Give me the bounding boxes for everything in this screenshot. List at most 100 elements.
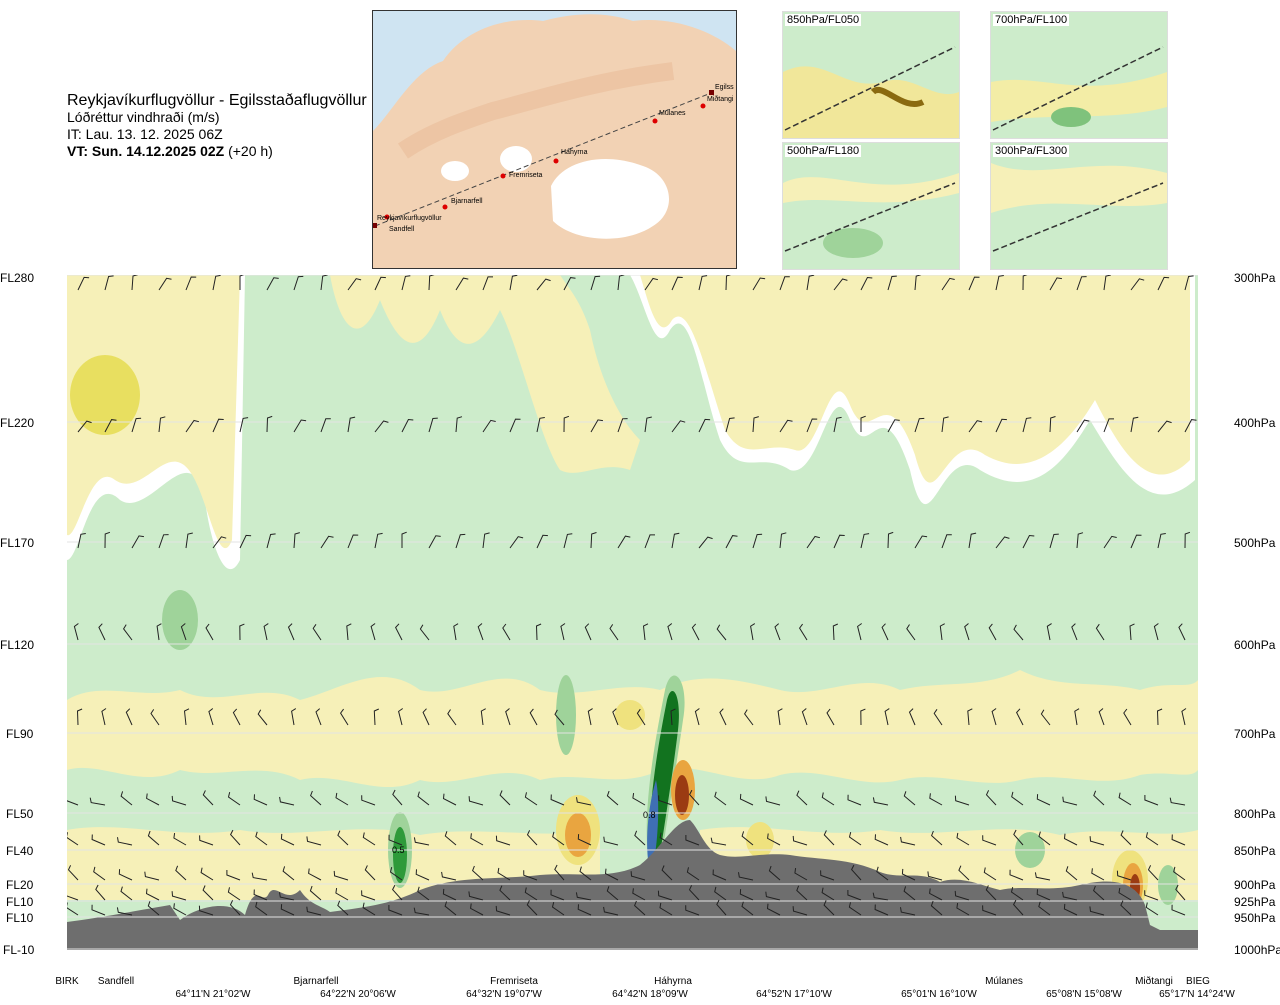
wind-barb xyxy=(698,536,713,549)
wind-barb xyxy=(293,275,304,291)
upper-right-yellow xyxy=(640,275,1190,483)
wind-barb xyxy=(767,833,781,846)
wind-barb xyxy=(198,905,214,916)
wind-barb xyxy=(927,871,943,881)
wind-barb xyxy=(575,892,592,901)
wind-barb xyxy=(941,534,952,549)
wind-barb xyxy=(147,901,160,916)
wind-barb xyxy=(77,533,86,549)
wind-barb xyxy=(255,901,268,916)
wind-barb xyxy=(442,793,457,806)
wind-barb xyxy=(823,830,835,846)
wind-barb xyxy=(227,791,241,806)
wind-barb xyxy=(792,906,808,916)
wind-barb xyxy=(884,708,890,726)
wind-barb xyxy=(1022,417,1032,433)
wind-barb xyxy=(765,796,781,806)
wind-barb xyxy=(847,890,862,901)
wind-barb xyxy=(1022,534,1035,549)
wind-barb xyxy=(929,888,943,901)
wind-barb xyxy=(658,795,673,806)
coordinate-label: 64°22'N 20°06'W xyxy=(320,989,396,1000)
wind-barb xyxy=(872,797,889,806)
wind-barb xyxy=(370,623,376,641)
map-label-bjarnarfell: Bjarnarfell xyxy=(451,198,483,205)
wind-barb xyxy=(634,830,646,846)
wind-barb xyxy=(337,900,349,916)
wind-barb xyxy=(401,418,414,433)
wind-barb xyxy=(417,791,430,806)
wind-barb xyxy=(826,708,835,726)
wind-barb xyxy=(860,708,866,726)
wind-barb xyxy=(1157,420,1172,433)
downdraft-core-west xyxy=(393,827,407,883)
wind-barb xyxy=(266,277,279,291)
wind-barb xyxy=(180,623,187,641)
wind-barb xyxy=(77,420,92,433)
wind-barb xyxy=(768,865,781,881)
wind-barb xyxy=(422,708,430,726)
wind-barb xyxy=(308,868,322,881)
wind-barb xyxy=(364,865,376,881)
wind-barb xyxy=(526,900,538,916)
map-label-sandfell: Sandfell xyxy=(389,226,415,233)
birk-marker xyxy=(373,223,377,228)
wind-barb xyxy=(1178,623,1186,641)
wind-barb xyxy=(579,866,592,881)
wind-barb xyxy=(590,419,603,433)
terrain-shading xyxy=(398,62,675,159)
wind-barb xyxy=(282,866,295,881)
wind-barb xyxy=(229,829,241,846)
wind-barb xyxy=(1103,418,1114,433)
wind-barb xyxy=(617,275,625,291)
wind-barb xyxy=(779,276,790,291)
wind-barb xyxy=(887,419,900,433)
coordinate-axis: 64°11'N 21°02'W 64°22'N 20°06'W 64°32'N … xyxy=(175,989,1235,1000)
wind-barb xyxy=(1157,276,1170,291)
wind-barb xyxy=(606,790,619,806)
wind-barb xyxy=(1012,899,1024,916)
wind-barb xyxy=(101,708,107,726)
wind-barb xyxy=(876,866,889,881)
wind-barb xyxy=(239,275,245,290)
wind-barb xyxy=(199,835,214,846)
wind-barb xyxy=(560,623,566,641)
wind-barb xyxy=(455,416,463,433)
wind-barb xyxy=(131,275,138,291)
coordinate-label: 65°01'N 16°10'W xyxy=(901,989,977,1000)
route-point xyxy=(500,173,506,179)
wind-barb xyxy=(212,418,224,433)
wind-barb xyxy=(251,872,268,881)
wind-barb xyxy=(671,532,680,549)
hpa-label: 900hPa xyxy=(1234,878,1276,892)
coordinate-label: 64°52'N 17°10'W xyxy=(756,989,832,1000)
wind-barb xyxy=(887,531,894,549)
mini-map-500: 500hPa/FL180 xyxy=(782,142,960,270)
wind-barb xyxy=(263,623,269,641)
wind-barb xyxy=(156,623,162,641)
wind-barb xyxy=(468,891,484,901)
wind-barb xyxy=(347,534,359,549)
wind-barb xyxy=(257,709,268,726)
wind-barb xyxy=(279,892,295,901)
wind-barb xyxy=(881,623,889,641)
wind-barb xyxy=(685,835,700,846)
wind-barb xyxy=(584,623,592,641)
wind-barb xyxy=(823,900,835,916)
wind-barb xyxy=(1145,902,1159,916)
wind-barb xyxy=(741,901,754,916)
wind-barb xyxy=(777,708,783,726)
wind-barb xyxy=(1046,623,1052,641)
wind-barb xyxy=(995,418,1007,433)
fl-label: FL50 xyxy=(6,807,34,821)
wind-barb xyxy=(604,868,619,881)
wind-barb xyxy=(312,624,322,641)
wind-barb xyxy=(145,888,160,901)
wind-barb xyxy=(941,277,955,291)
location-label: Fremriseta xyxy=(490,976,538,987)
wind-barb xyxy=(860,415,866,432)
mini-map-500-label: 500hPa/FL180 xyxy=(785,145,862,157)
wind-barb xyxy=(587,708,593,726)
right-axis: 300hPa 400hPa 500hPa 600hPa 700hPa 800hP… xyxy=(1234,271,1280,957)
fl-label: FL90 xyxy=(6,727,34,741)
